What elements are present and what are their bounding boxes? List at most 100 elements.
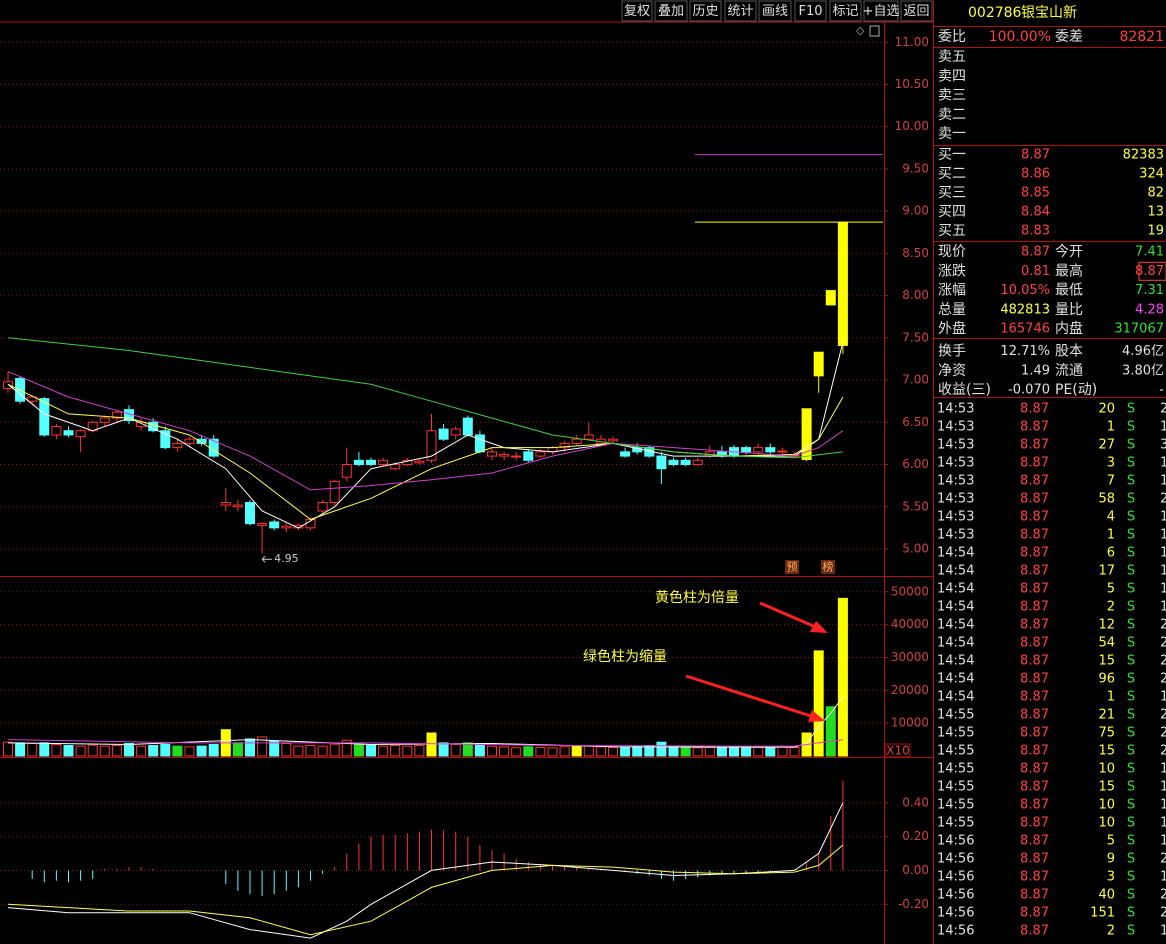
candle-body (777, 450, 788, 453)
trade-volume: 27 (1098, 438, 1115, 453)
candle-body (668, 459, 679, 466)
stat-label: 股本 (1055, 344, 1083, 360)
y-tick-label: -0.20 (898, 897, 929, 911)
toolbar-label[interactable]: 标记 (832, 4, 858, 19)
trade-price: 8.87 (1020, 564, 1049, 579)
trade-side: S (1127, 762, 1135, 777)
volume-bar (571, 745, 582, 757)
candle-body (75, 430, 86, 438)
trade-count: 2 (1160, 888, 1166, 903)
volume-bar (668, 745, 679, 757)
toolbar-button[interactable] (621, 0, 653, 22)
trade-side: S (1127, 672, 1135, 687)
toolbar-label[interactable]: +自选 (863, 4, 900, 19)
toolbar-label[interactable]: 统计 (727, 4, 753, 19)
stat-value: 8.87 (1021, 245, 1050, 260)
candle-body (172, 442, 183, 449)
trade-time: 14:56 (937, 852, 974, 867)
panel-icon[interactable] (869, 25, 880, 37)
trade-count: 1 (1160, 420, 1166, 435)
trade-count: 1 (1160, 528, 1166, 543)
candle-body (608, 438, 618, 442)
trade-time: 14:54 (937, 672, 974, 687)
toolbar-label[interactable]: 返回 (903, 4, 929, 19)
trade-side: S (1127, 726, 1135, 741)
stat-value: 0.81 (1021, 264, 1050, 279)
toolbar-label[interactable]: F10 (798, 4, 822, 19)
volume-bar (329, 743, 340, 757)
trade-price: 8.87 (1020, 438, 1049, 453)
trade-side: S (1127, 402, 1135, 417)
volume-bar (366, 744, 376, 757)
toolbar-button[interactable] (689, 0, 722, 22)
indicator-line (7, 371, 844, 491)
candle-body (837, 221, 848, 346)
toolbar-label[interactable]: 复权 (624, 3, 650, 19)
trade-side: S (1127, 510, 1135, 525)
toolbar-button[interactable] (724, 0, 757, 22)
volume-bar (716, 746, 727, 757)
stat-label: 总量 (938, 302, 966, 318)
trade-count: 2 (1160, 906, 1166, 921)
volume-bar (680, 746, 691, 757)
candle-body (753, 447, 764, 453)
volume-bar (305, 744, 316, 757)
candle-body (511, 455, 522, 458)
toolbar-label[interactable]: 叠加 (658, 4, 684, 19)
candle-body (269, 521, 280, 529)
volume-bar (414, 744, 425, 757)
toolbar-button[interactable] (829, 0, 862, 22)
candle-body (426, 430, 437, 461)
toolbar-button[interactable] (900, 0, 933, 22)
trade-volume: 1 (1107, 690, 1115, 705)
toolbar-button[interactable] (758, 0, 792, 22)
trade-volume: 1 (1107, 528, 1115, 543)
candle-body (232, 504, 243, 508)
candle-body (341, 464, 352, 478)
trade-price: 8.87 (1020, 690, 1049, 705)
volume-bar (184, 746, 195, 757)
trade-time: 14:53 (937, 456, 974, 471)
trade-side: S (1127, 636, 1135, 651)
trade-volume: 15 (1098, 780, 1115, 795)
trade-count: 1 (1160, 798, 1166, 813)
trade-price: 8.87 (1020, 888, 1049, 903)
bid-price: 8.85 (1021, 186, 1050, 201)
stat-value: 12.71% (1000, 344, 1050, 359)
candle-body (27, 396, 38, 402)
trade-time: 14:53 (937, 402, 974, 417)
low-label: 4.95 (274, 552, 299, 565)
stat-label: PE(动) (1055, 382, 1097, 398)
volume-bar (148, 744, 159, 757)
stat-label: 今开 (1055, 244, 1083, 260)
diamond-icon[interactable]: ◇ (856, 24, 865, 37)
y-tick-label: 11.00 (895, 35, 929, 49)
trade-volume: 54 (1098, 636, 1115, 651)
volume-bar (257, 736, 268, 757)
toolbar-label[interactable]: 画线 (762, 4, 788, 19)
y-tick-label: 10000 (891, 716, 929, 730)
candle-body (63, 430, 74, 436)
arrow-head (810, 621, 828, 633)
trade-volume: 75 (1098, 726, 1115, 741)
y-tick-label: 7.00 (902, 373, 929, 387)
trade-volume: 40 (1098, 888, 1115, 903)
trade-volume: 58 (1098, 492, 1115, 507)
stat-label: 最高 (1055, 262, 1083, 279)
stat-value: 7.41 (1135, 245, 1164, 260)
annotation: 绿色柱为缩量 (583, 648, 667, 665)
stat-label: 最低 (1055, 283, 1083, 299)
toolbar-button[interactable] (863, 0, 899, 22)
toolbar-button[interactable] (654, 0, 688, 22)
stat-label: 涨跌 (938, 263, 966, 279)
ratio-cell: 82821 (1119, 29, 1164, 45)
highlight-box (1138, 261, 1166, 281)
toolbar-button[interactable] (794, 0, 827, 22)
volume-bar (499, 746, 510, 757)
trade-count: 1 (1160, 762, 1166, 777)
trade-price: 8.87 (1020, 870, 1049, 885)
toolbar-label[interactable]: 历史 (692, 4, 718, 19)
trade-price: 8.87 (1020, 420, 1049, 435)
volume-bar (559, 746, 570, 757)
